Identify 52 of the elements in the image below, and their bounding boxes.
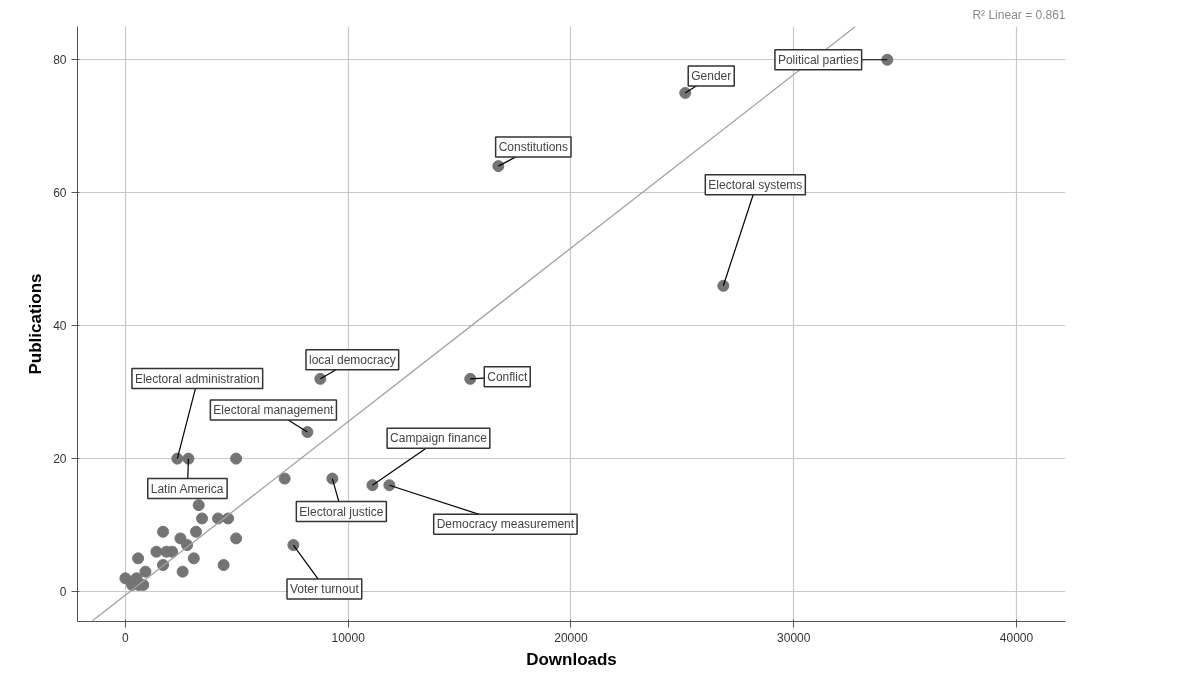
x-tick-label: 20000 — [554, 630, 588, 645]
point — [301, 426, 314, 439]
point — [132, 552, 145, 565]
y-tick-label: 60 — [53, 186, 67, 201]
annotation: Electoral management — [213, 403, 335, 418]
point — [171, 452, 184, 465]
y-tick-label: 80 — [53, 53, 67, 68]
annotation: Conflict — [487, 369, 528, 384]
annotation: Electoral systems — [708, 177, 803, 192]
x-tick-label: 40000 — [999, 630, 1034, 645]
point — [187, 552, 200, 565]
annotation: Latin America — [150, 481, 224, 496]
point — [278, 472, 291, 485]
point — [190, 525, 203, 538]
text: R² Linear = 0.861 — [972, 7, 1066, 22]
annotation: Gender — [691, 68, 732, 83]
y-tick-label: 20 — [53, 452, 67, 467]
point — [492, 160, 505, 173]
annotation: Constitutions — [498, 140, 569, 155]
point — [464, 372, 477, 385]
x-tick-label: 10000 — [331, 630, 366, 645]
x-tick-label: 0 — [122, 630, 130, 645]
point — [157, 525, 170, 538]
point — [679, 86, 692, 99]
point — [182, 452, 195, 465]
y-tick-label: 0 — [59, 585, 67, 600]
point — [176, 565, 189, 578]
point — [230, 532, 243, 545]
point — [217, 559, 230, 571]
point — [717, 279, 730, 292]
point — [287, 539, 300, 552]
point — [881, 53, 894, 66]
annotation: Political parties — [777, 52, 859, 67]
point — [139, 565, 152, 578]
annotation: Voter turnout — [290, 582, 360, 597]
annotation: local democracy — [308, 352, 396, 367]
y-axis-title: Publications — [26, 273, 46, 375]
point — [326, 472, 339, 485]
point — [196, 512, 209, 525]
point — [150, 545, 163, 558]
y-tick-label: 40 — [53, 319, 67, 334]
annotation: Electoral justice — [299, 504, 384, 519]
point — [230, 452, 243, 465]
x-tick-label: 30000 — [777, 630, 811, 645]
point — [383, 479, 396, 492]
annotation: Democracy measurement — [436, 517, 575, 532]
point — [192, 499, 205, 512]
point — [314, 372, 327, 385]
annotation: Campaign finance — [390, 431, 488, 446]
x-axis-title: Downloads — [526, 649, 617, 669]
point — [366, 479, 379, 492]
annotation: Electoral administration — [134, 371, 260, 386]
